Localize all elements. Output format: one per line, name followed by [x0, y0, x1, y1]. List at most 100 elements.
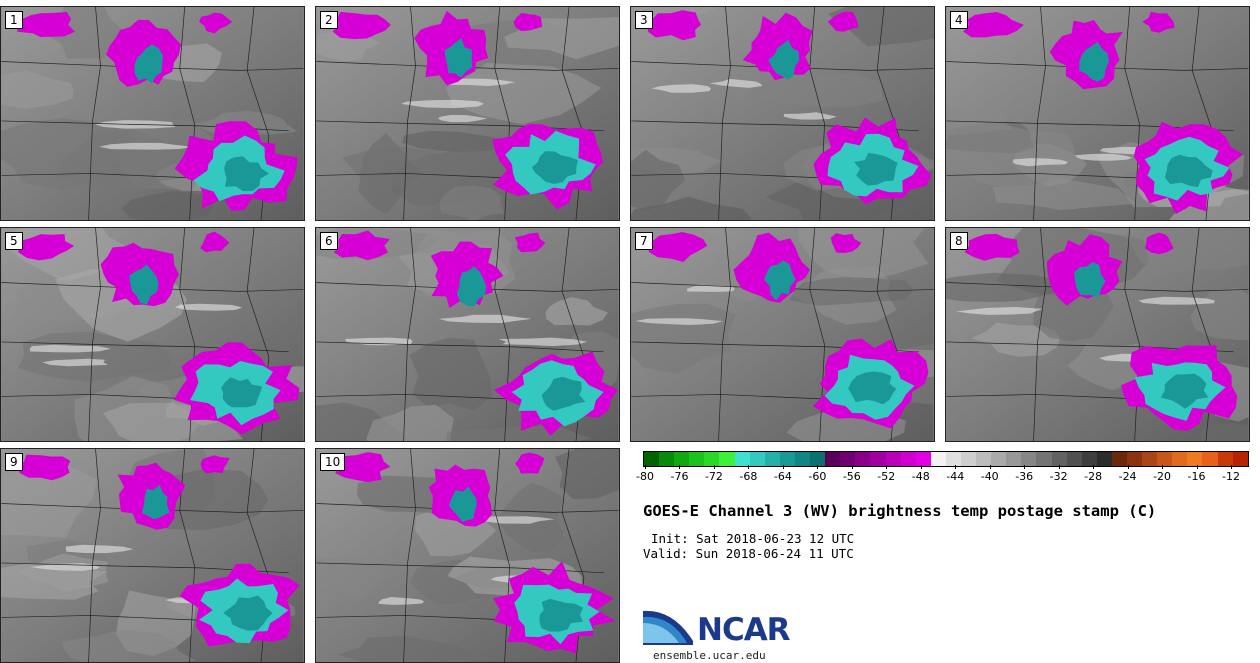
panel-number: 6	[320, 232, 338, 250]
colorbar-tick-label: -20	[1153, 470, 1172, 483]
colorbar-tick-label: -40	[980, 470, 999, 483]
colorbar-tick	[713, 465, 715, 469]
map-panel: 7	[630, 227, 935, 442]
map-panel: 4	[945, 6, 1250, 221]
colorbar-tick	[817, 465, 819, 469]
panel-number: 10	[320, 453, 346, 471]
colorbar-tick	[886, 465, 888, 469]
colorbar-swatch	[1111, 452, 1127, 466]
colorbar-swatch	[810, 452, 826, 466]
colorbar-swatch	[659, 452, 675, 466]
colorbar-tick	[1093, 465, 1095, 469]
colorbar-swatch	[840, 452, 856, 466]
colorbar-tick-label: -28	[1084, 470, 1103, 483]
colorbar-swatch	[1187, 452, 1203, 466]
colorbar-tick-label: -16	[1187, 470, 1206, 483]
colorbar-tick-label: -12	[1222, 470, 1240, 483]
colorbar-tick-label: -76	[670, 470, 689, 483]
colorbar-swatch	[1217, 452, 1233, 466]
colorbar-tick	[851, 465, 853, 469]
colorbar	[643, 451, 1249, 467]
panel-number: 5	[5, 232, 23, 250]
ncar-logo-icon	[643, 610, 693, 645]
colorbar-tick	[1058, 465, 1060, 469]
colorbar-swatch	[976, 452, 992, 466]
colorbar-swatch	[644, 452, 660, 466]
colorbar-swatch	[825, 452, 841, 466]
map-panel: 5	[0, 227, 305, 442]
colorbar-tick-label: -36	[1015, 470, 1034, 483]
colorbar-tick-label: -52	[877, 470, 896, 483]
colorbar-swatch	[1036, 452, 1052, 466]
colorbar-swatch	[674, 452, 690, 466]
colorbar-tick-label: -60	[808, 470, 827, 483]
colorbar-swatch	[870, 452, 886, 466]
colorbar-tick-label: -56	[842, 470, 861, 483]
colorbar-swatch	[1157, 452, 1173, 466]
colorbar-swatch	[960, 452, 977, 466]
colorbar-swatch	[1202, 452, 1218, 466]
colorbar-swatch	[749, 452, 765, 466]
map-panel: 8	[945, 227, 1250, 442]
colorbar-swatch	[1021, 452, 1037, 466]
map-panel: 1	[0, 6, 305, 221]
valid-time: Valid: Sun 2018-06-24 11 UTC	[643, 546, 854, 561]
colorbar-swatch	[855, 452, 871, 466]
colorbar-swatch	[704, 452, 720, 466]
colorbar-swatch	[1066, 452, 1082, 466]
colorbar-tick	[1196, 465, 1198, 469]
water-vapor-map	[1, 449, 304, 662]
colorbar-swatch	[689, 452, 705, 466]
map-panel: 10	[315, 448, 620, 663]
colorbar-swatch	[1232, 452, 1248, 466]
colorbar-tick-label: -24	[1118, 470, 1137, 483]
colorbar-swatch	[1081, 452, 1097, 466]
ncar-logo-text: NCAR	[697, 612, 791, 648]
colorbar-tick-label: -48	[911, 470, 930, 483]
colorbar-tick	[920, 465, 922, 469]
colorbar-swatch	[945, 452, 961, 466]
colorbar-swatch	[1142, 452, 1158, 466]
colorbar-tick-label: -44	[946, 470, 965, 483]
colorbar-swatch	[1006, 452, 1022, 466]
water-vapor-map	[631, 7, 934, 220]
colorbar-tick	[955, 465, 957, 469]
panel-number: 9	[5, 453, 23, 471]
water-vapor-map	[946, 228, 1249, 441]
colorbar-tick	[748, 465, 750, 469]
colorbar-tick-label: -32	[1049, 470, 1068, 483]
panel-number: 8	[950, 232, 968, 250]
map-panel: 6	[315, 227, 620, 442]
water-vapor-map	[316, 7, 619, 220]
panel-number: 1	[5, 11, 23, 29]
colorbar-tick-label: -64	[773, 470, 792, 483]
figure-title: GOES-E Channel 3 (WV) brightness temp po…	[643, 502, 1157, 520]
colorbar-tick	[782, 465, 784, 469]
water-vapor-map	[1, 228, 304, 441]
colorbar-swatch	[900, 452, 916, 466]
colorbar-swatch	[885, 452, 901, 466]
colorbar-tick	[645, 465, 646, 469]
colorbar-tick	[679, 465, 681, 469]
panel-number: 3	[635, 11, 653, 29]
website-url: ensemble.ucar.edu	[653, 649, 766, 662]
panel-number: 7	[635, 232, 653, 250]
colorbar-swatch	[991, 452, 1007, 466]
water-vapor-map	[631, 228, 934, 441]
panel-number: 2	[320, 11, 338, 29]
init-time: Init: Sat 2018-06-23 12 UTC	[651, 531, 855, 546]
colorbar-swatch	[930, 452, 946, 466]
colorbar-swatch	[764, 452, 780, 466]
water-vapor-map	[946, 7, 1249, 220]
colorbar-labels: -80 -76 -72 -68 -64 -60 -56 -52 -48 -44 -40 -36 -32 -…	[636, 470, 1249, 484]
panel-number: 4	[950, 11, 968, 29]
water-vapor-map	[316, 228, 619, 441]
water-vapor-map	[316, 449, 619, 662]
colorbar-swatch	[1127, 452, 1143, 466]
map-panel: 9	[0, 448, 305, 663]
colorbar-swatch	[915, 452, 931, 466]
colorbar-swatch	[1172, 452, 1188, 466]
colorbar-swatch	[734, 452, 750, 466]
colorbar-swatch	[794, 452, 811, 466]
colorbar-swatch	[1051, 452, 1067, 466]
